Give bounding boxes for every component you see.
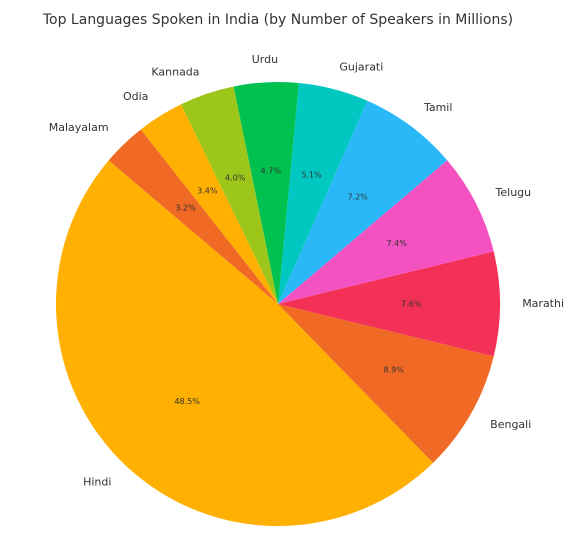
percent-label: 5.1% xyxy=(301,171,322,180)
pie-slice xyxy=(140,104,278,304)
percent-label: 3.2% xyxy=(175,204,196,213)
slice-label: Gujarati xyxy=(339,61,383,74)
slice-label: Marathi xyxy=(522,297,564,310)
percent-label: 48.5% xyxy=(174,397,200,406)
percent-label: 8.9% xyxy=(384,365,405,374)
slice-label: Kannada xyxy=(151,66,199,79)
slice-label: Urdu xyxy=(252,53,278,66)
pie-slice xyxy=(278,100,448,304)
pie-slice xyxy=(233,82,299,305)
pie-slice xyxy=(278,251,501,357)
percent-label: 4.0% xyxy=(225,173,246,182)
chart-title: Top Languages Spoken in India (by Number… xyxy=(42,12,513,28)
percent-label: 3.4% xyxy=(197,187,218,196)
percent-label: 7.6% xyxy=(401,299,422,308)
pie-slice xyxy=(56,160,434,526)
pie-slice xyxy=(278,82,368,304)
slice-label: Bengali xyxy=(490,418,531,431)
pie-slice xyxy=(108,129,279,304)
pie-slice xyxy=(278,304,494,463)
percent-label: 4.7% xyxy=(261,166,282,175)
slice-label: Odia xyxy=(123,90,148,103)
slice-label: Tamil xyxy=(423,101,452,114)
percent-label: 7.4% xyxy=(386,239,407,248)
slice-label: Hindi xyxy=(83,476,111,489)
percent-label: 7.2% xyxy=(347,193,368,202)
slice-label: Malayalam xyxy=(49,121,109,134)
pie-slice xyxy=(180,86,278,304)
slice-label: Telugu xyxy=(495,186,532,199)
pie-slice xyxy=(278,160,494,304)
